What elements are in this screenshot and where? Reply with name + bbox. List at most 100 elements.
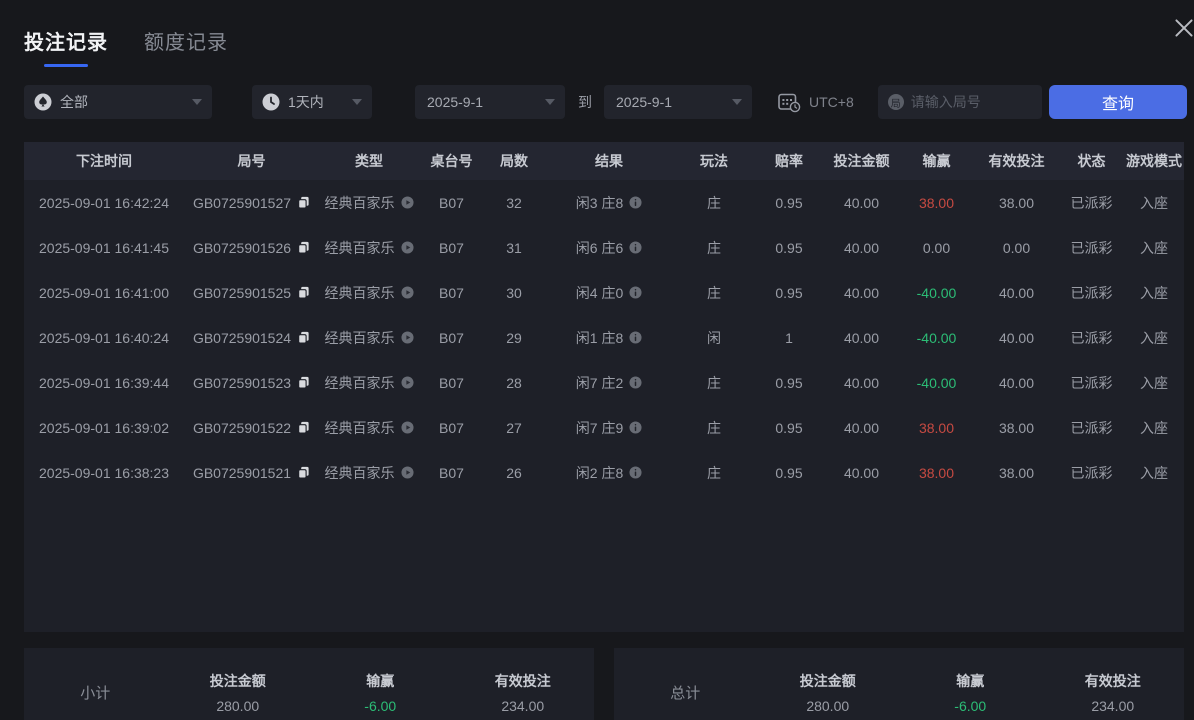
bet-time: 2025-09-01 16:42:24: [24, 180, 184, 225]
copy-icon[interactable]: [297, 466, 310, 479]
info-icon[interactable]: [629, 241, 642, 254]
query-button[interactable]: 查询: [1049, 85, 1187, 119]
info-icon[interactable]: [629, 286, 642, 299]
summary-bar: 小计 投注金额 280.00 输赢 -6.00 有效投注 234.00 总计 投…: [24, 648, 1184, 720]
play-type: 庄: [674, 225, 754, 270]
date-from-value: 2025-9-1: [427, 94, 484, 110]
column-header-12: 游戏模式: [1126, 153, 1182, 169]
replay-icon[interactable]: [400, 466, 414, 479]
copy-icon[interactable]: [297, 286, 310, 299]
round-id-field: 局: [877, 85, 1042, 119]
copy-icon[interactable]: [297, 196, 310, 209]
odds: 0.95: [754, 180, 824, 225]
odds: 1: [754, 315, 824, 360]
status-text: 已派彩: [1070, 194, 1113, 211]
status-text: 已派彩: [1070, 329, 1113, 346]
play-type: 庄: [674, 180, 754, 225]
result: 闲7 庄9: [544, 405, 674, 450]
column-header-4: 局数: [500, 153, 528, 169]
valid-bet: 0.00: [974, 225, 1059, 270]
table-number: B07: [419, 405, 484, 450]
game-mode-text: 入座: [1140, 464, 1168, 481]
play-type-text: 庄: [707, 194, 721, 211]
bet-time: 2025-09-01 16:39:02: [24, 405, 184, 450]
replay-icon[interactable]: [400, 286, 414, 299]
replay-icon[interactable]: [400, 331, 414, 344]
bet-amount-text: 40.00: [843, 239, 880, 256]
win-loss: -40.00: [899, 315, 974, 360]
round-number: 27: [484, 405, 544, 450]
bet-time: 2025-09-01 16:40:24: [24, 315, 184, 360]
replay-icon[interactable]: [400, 241, 414, 254]
win-loss: -40.00: [899, 270, 974, 315]
game-mode: 入座: [1124, 225, 1184, 270]
table-number-text: B07: [439, 374, 464, 391]
bet-amount-text: 40.00: [843, 464, 880, 481]
date-from-select[interactable]: 2025-9-1: [415, 85, 565, 119]
info-icon[interactable]: [629, 196, 642, 209]
round-id: GB0725901521: [184, 450, 319, 495]
copy-icon[interactable]: [297, 376, 310, 389]
info-icon[interactable]: [629, 421, 642, 434]
replay-icon[interactable]: [400, 196, 414, 209]
round-id-text: GB0725901525: [192, 284, 292, 301]
game-type: 经典百家乐: [319, 270, 419, 315]
column-header-3: 桌台号: [430, 153, 473, 169]
tab-quota-records[interactable]: 额度记录: [144, 26, 228, 67]
column-header-2: 类型: [355, 153, 383, 169]
status-text: 已派彩: [1070, 419, 1113, 436]
valid-bet: 40.00: [974, 360, 1059, 405]
info-icon[interactable]: [629, 331, 642, 344]
date-to-select[interactable]: 2025-9-1: [604, 85, 752, 119]
status: 已派彩: [1059, 270, 1124, 315]
copy-icon[interactable]: [297, 331, 310, 344]
game-type: 经典百家乐: [319, 225, 419, 270]
copy-icon[interactable]: [297, 241, 310, 254]
table-number: B07: [419, 180, 484, 225]
replay-icon[interactable]: [400, 376, 414, 389]
time-range-select[interactable]: 1天内: [252, 85, 372, 119]
valid-bet-text: 40.00: [998, 329, 1035, 346]
spade-icon: [34, 93, 52, 111]
odds: 0.95: [754, 450, 824, 495]
info-icon[interactable]: [629, 376, 642, 389]
result-text: 闲4 庄0: [575, 284, 624, 301]
round-number: 29: [484, 315, 544, 360]
filter-bar: 全部 1天内 2025-9-1 到 2025-9-1 UTC+8 局 查询: [24, 85, 1187, 119]
close-button[interactable]: [1164, 8, 1194, 48]
tab-bet-records[interactable]: 投注记录: [24, 26, 108, 67]
round-id-text: GB0725901526: [192, 239, 292, 256]
table-number: B07: [419, 270, 484, 315]
result-text: 闲2 庄8: [575, 464, 624, 481]
table-number: B07: [419, 315, 484, 360]
column-header-5: 结果: [595, 153, 623, 169]
table-row: 2025-09-01 16:41:00 GB0725901525 经典百家乐 B07 3…: [24, 270, 1184, 315]
info-icon[interactable]: [629, 466, 642, 479]
odds-text: 0.95: [775, 419, 803, 436]
game-mode: 入座: [1124, 180, 1184, 225]
total-valid-bet: 有效投注 234.00: [1084, 672, 1141, 714]
round-id-text: GB0725901527: [192, 194, 292, 211]
status: 已派彩: [1059, 315, 1124, 360]
total-panel: 总计 投注金额 280.00 输赢 -6.00 有效投注 234.00: [614, 648, 1184, 720]
game-mode-text: 入座: [1140, 239, 1168, 256]
game-type: 经典百家乐: [319, 405, 419, 450]
round-id: GB0725901527: [184, 180, 319, 225]
round-number: 31: [484, 225, 544, 270]
game-mode-text: 入座: [1140, 419, 1168, 436]
odds-text: 0.95: [775, 284, 803, 301]
odds: 0.95: [754, 270, 824, 315]
game-type-select[interactable]: 全部: [24, 85, 212, 119]
bet-time: 2025-09-01 16:39:44: [24, 360, 184, 405]
play-type: 庄: [674, 270, 754, 315]
round-number-text: 32: [506, 194, 522, 211]
table-row: 2025-09-01 16:38:23 GB0725901521 经典百家乐 B07 2…: [24, 450, 1184, 495]
round-id-input[interactable]: [910, 94, 1021, 110]
copy-icon[interactable]: [297, 421, 310, 434]
replay-icon[interactable]: [400, 421, 414, 434]
round-number-text: 26: [506, 464, 522, 481]
date-to-value: 2025-9-1: [616, 94, 673, 110]
bet-records-table: 下注时间 局号 类型 桌台号 局数 结果 玩法 赔率 投注金额 输赢 有效投注 状态 游戏模式 2025…: [24, 142, 1184, 632]
table-number-text: B07: [439, 419, 464, 436]
game-type-text: 经典百家乐: [324, 329, 395, 346]
